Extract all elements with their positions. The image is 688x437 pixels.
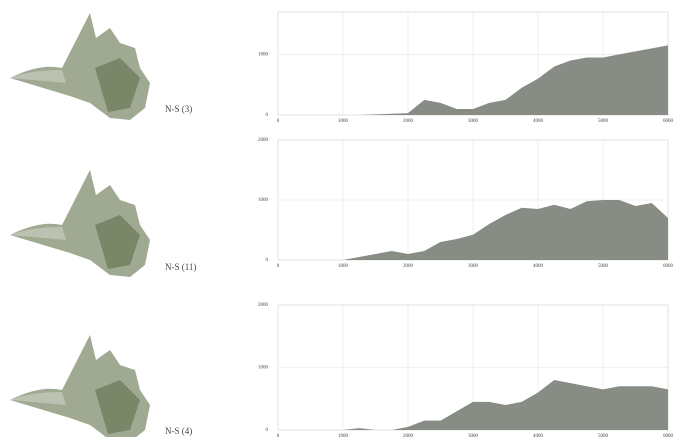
- y-tick-label: 2000: [258, 138, 269, 143]
- x-tick-label: 6000: [663, 264, 674, 269]
- y-tick-label: 0: [266, 428, 269, 433]
- panel-label: N-S (3): [165, 104, 192, 114]
- x-tick-label: 4000: [533, 264, 544, 269]
- y-tick-label: 0: [266, 258, 269, 263]
- x-tick-label: 0: [277, 119, 280, 124]
- y-tick-label: 0: [266, 113, 269, 118]
- x-tick-label: 4000: [533, 119, 544, 124]
- y-tick-label: 2000: [258, 303, 269, 308]
- x-tick-label: 2000: [403, 119, 414, 124]
- x-tick-label: 5000: [598, 264, 609, 269]
- x-tick-label: 6000: [663, 119, 674, 124]
- panel-label: N-S (11): [165, 262, 196, 272]
- y-tick-label: 1000: [258, 53, 269, 58]
- y-tick-label: 1000: [258, 366, 269, 371]
- panel-label: N-S (4): [165, 426, 192, 436]
- y-tick-label: 1000: [258, 198, 269, 203]
- figure: 0 1000 2000 3000 4000 5000 6000 0 1000 N-S (3) 0 10…: [0, 0, 688, 437]
- x-tick-label: 5000: [598, 119, 609, 124]
- x-tick-label: 1000: [338, 119, 349, 124]
- x-tick-label: 0: [277, 264, 280, 269]
- thumbnail: [10, 13, 150, 120]
- x-tick-label: 1000: [338, 264, 349, 269]
- x-tick-label: 3000: [468, 264, 479, 269]
- thumbnail: [10, 170, 150, 277]
- page: 0 1000 2000 3000 4000 5000 6000 0 1000 N-S (3) 0 10…: [0, 0, 688, 437]
- x-tick-label: 3000: [468, 119, 479, 124]
- thumbnail: [10, 335, 150, 437]
- x-tick-label: 2000: [403, 264, 414, 269]
